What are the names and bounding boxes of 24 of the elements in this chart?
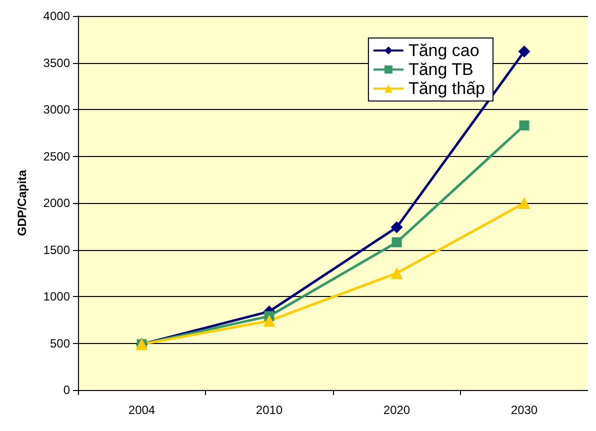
y-tick-label: 4000 xyxy=(43,9,70,23)
point xyxy=(518,197,530,209)
legend-label: Tăng TB xyxy=(408,60,474,79)
x-tick-label: 2004 xyxy=(128,403,156,417)
point xyxy=(390,267,403,280)
y-tick-label: 2500 xyxy=(43,149,70,164)
y-tick-label: 1000 xyxy=(43,290,70,304)
y-tick-label: 0 xyxy=(63,383,70,397)
y-tick-label: 1500 xyxy=(43,242,70,257)
y-axis-title: GDP/Capita xyxy=(15,170,29,236)
y-tick-label: 2000 xyxy=(43,196,70,210)
x-tick-label: 2030 xyxy=(510,403,538,417)
point xyxy=(263,314,276,327)
point xyxy=(390,221,403,234)
x-tick-label: 2010 xyxy=(256,403,283,417)
point xyxy=(392,237,402,248)
y-tick-label: 3500 xyxy=(43,56,70,70)
point xyxy=(518,46,530,58)
x-tick-label: 2020 xyxy=(383,403,410,417)
point xyxy=(519,120,530,130)
y-tick-label: 500 xyxy=(50,336,70,350)
legend-label: Tăng thấp xyxy=(408,79,486,98)
legend-label: Tăng cao xyxy=(408,41,480,60)
y-tick-label: 3000 xyxy=(43,102,70,116)
